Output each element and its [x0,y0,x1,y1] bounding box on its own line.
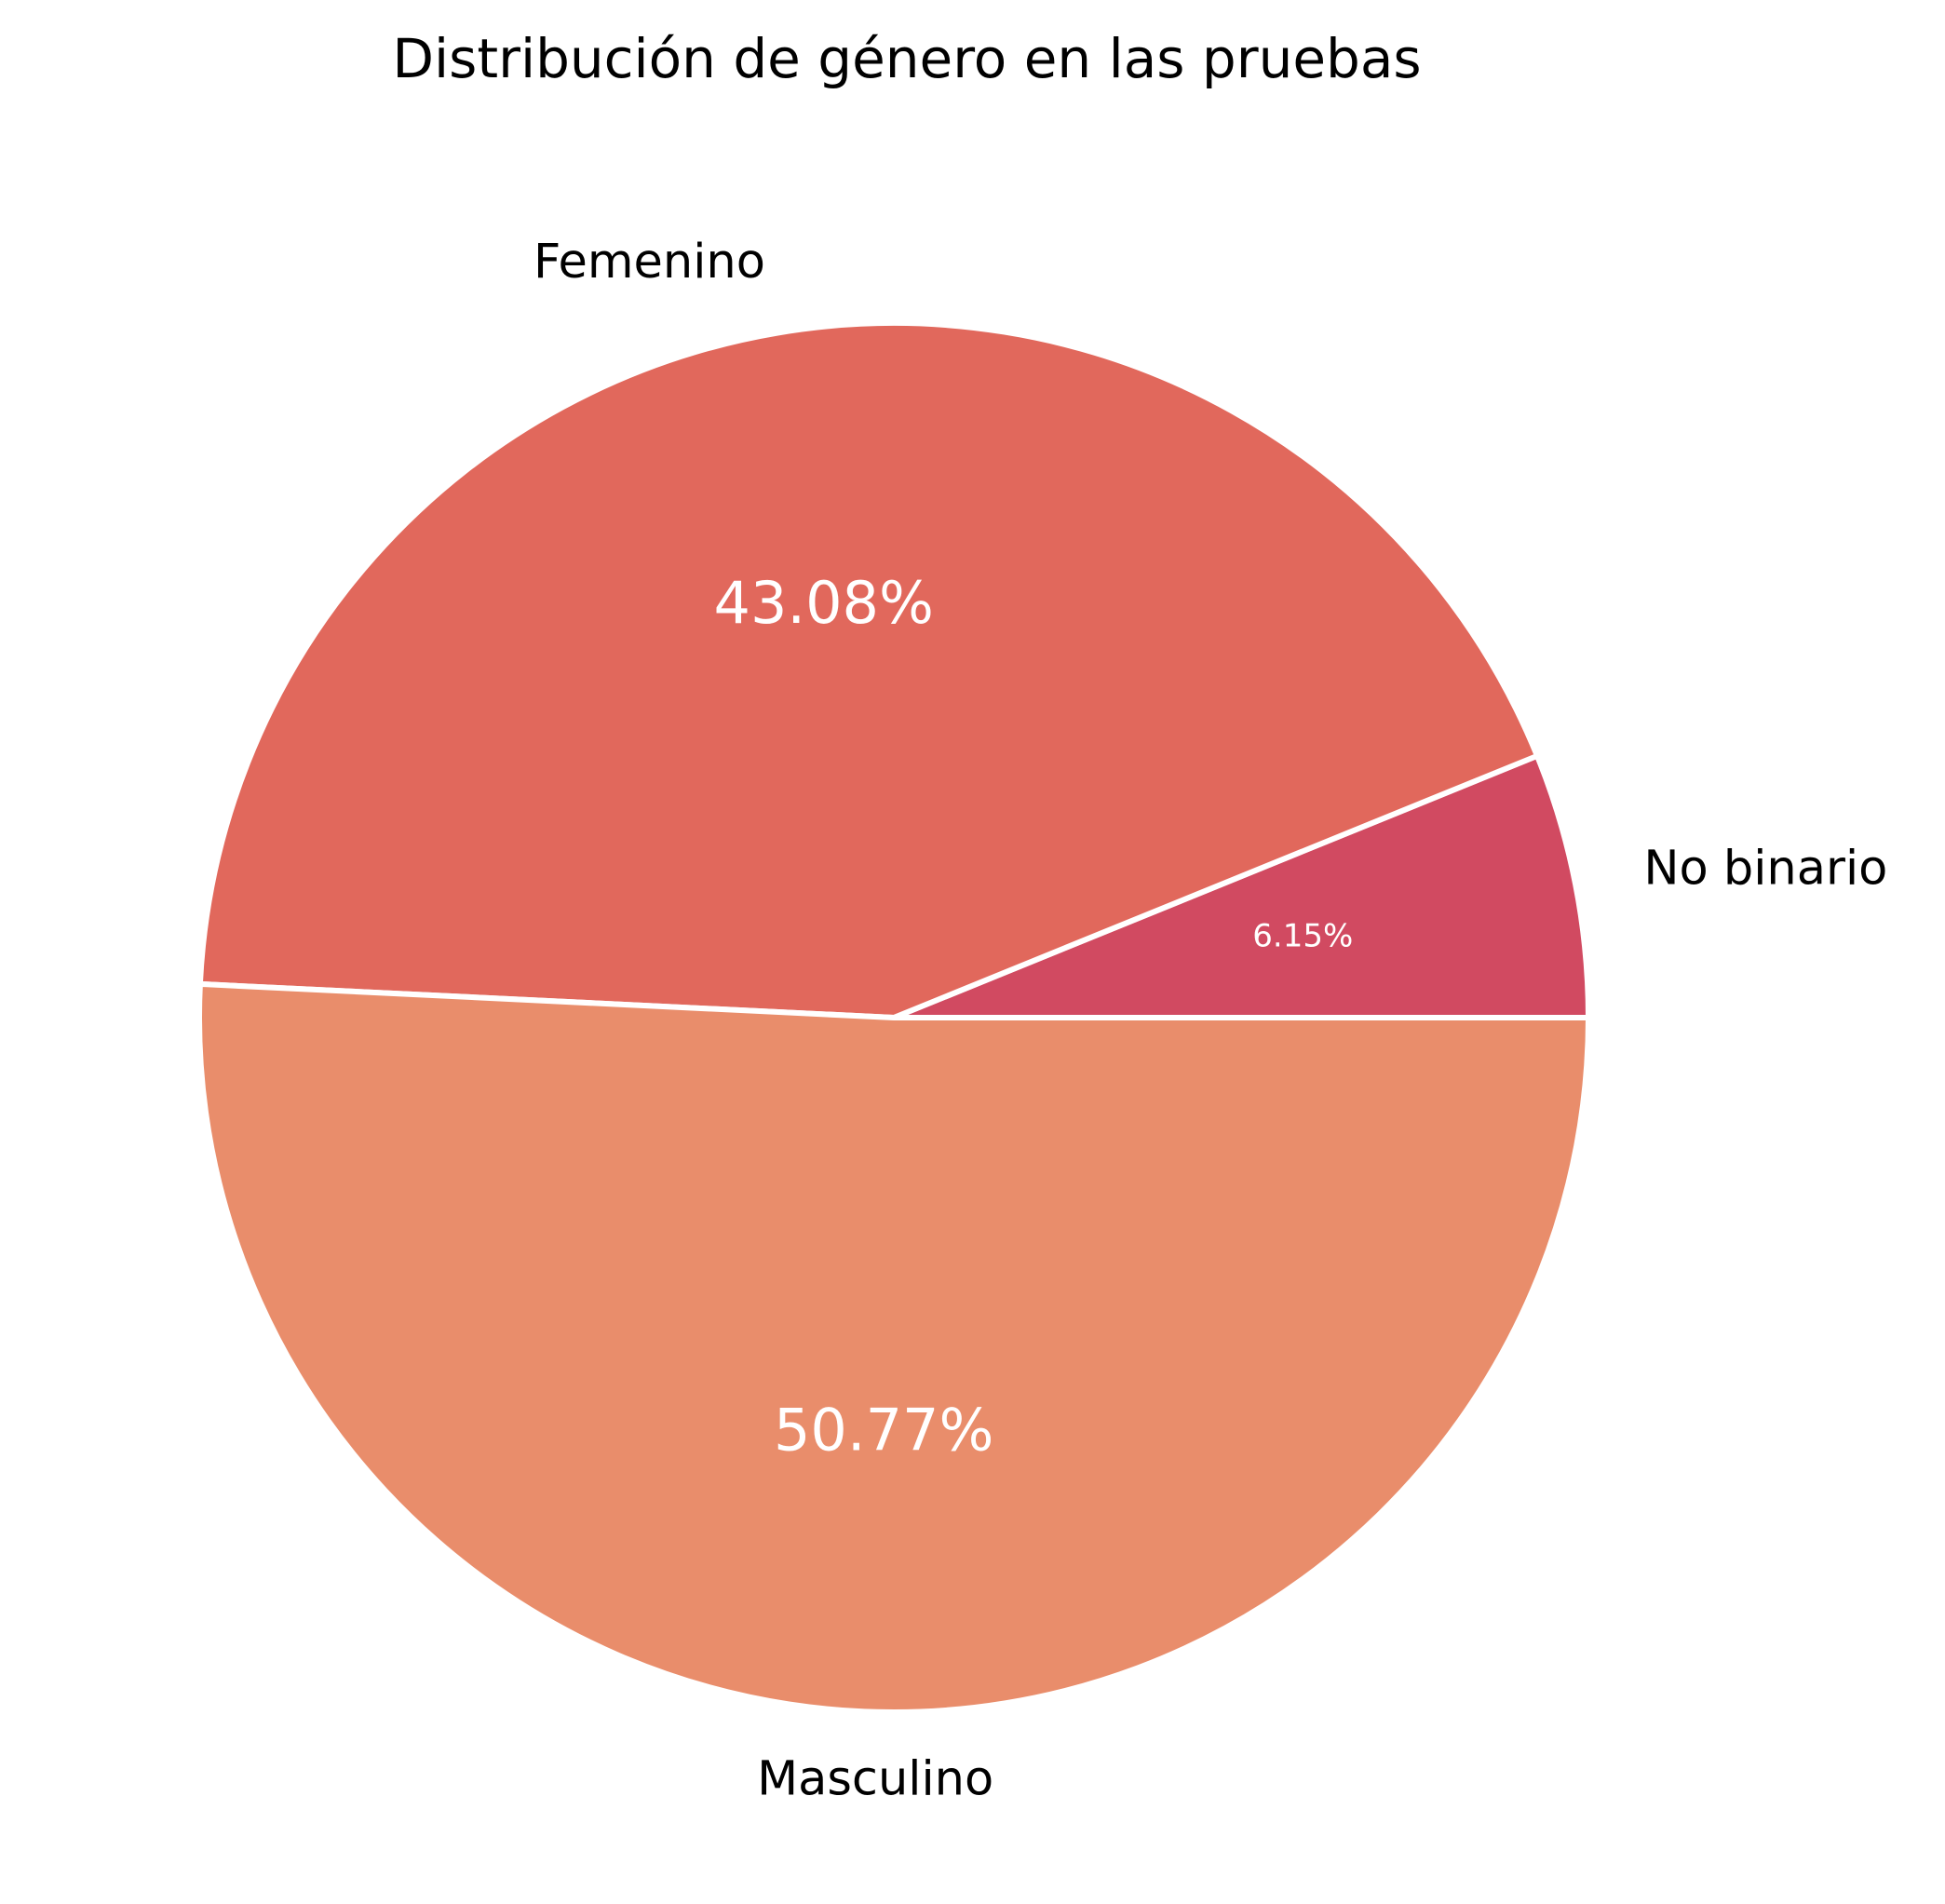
chart-title: Distribución de género en las pruebas [392,27,1421,90]
slice-label-masculino: Masculino [757,1751,993,1806]
pie-labels: No binario 6.15% Femenino 43.08% Masculino 50… [534,235,1887,1806]
pct-label-femenino: 43.08% [714,569,934,637]
pct-label-masculino: 50.77% [774,1397,993,1465]
pie-slices [196,320,1591,1715]
slice-femenino [196,320,1540,1020]
slice-masculino [196,980,1591,1715]
slice-label-femenino: Femenino [534,235,765,290]
pct-label-no-binario: 6.15% [1252,918,1353,955]
slice-no-binario [891,752,1591,1020]
slice-label-no-binario: No binario [1643,841,1887,896]
